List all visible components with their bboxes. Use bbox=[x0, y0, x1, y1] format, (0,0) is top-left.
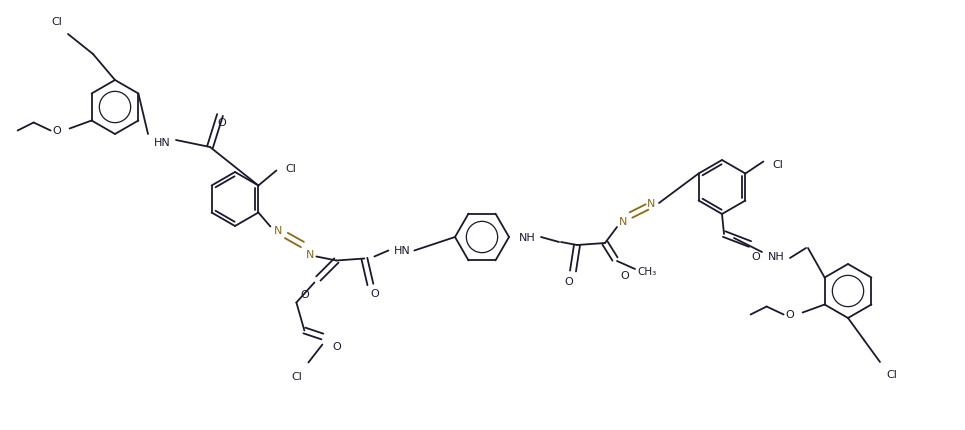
Text: O: O bbox=[52, 126, 61, 136]
Text: HN: HN bbox=[153, 138, 171, 147]
Text: CH₃: CH₃ bbox=[637, 266, 656, 276]
Text: NH: NH bbox=[767, 252, 785, 261]
Text: O: O bbox=[218, 118, 227, 128]
Text: Cl: Cl bbox=[290, 372, 302, 381]
Text: N: N bbox=[619, 216, 627, 227]
Text: N: N bbox=[647, 199, 655, 209]
Text: O: O bbox=[370, 289, 378, 299]
Text: Cl: Cl bbox=[285, 164, 296, 174]
Text: Cl: Cl bbox=[887, 369, 897, 379]
Text: O: O bbox=[300, 290, 309, 300]
Text: O: O bbox=[620, 270, 629, 280]
Text: Cl: Cl bbox=[772, 159, 783, 169]
Text: N: N bbox=[274, 226, 283, 236]
Text: O: O bbox=[565, 276, 573, 286]
Text: O: O bbox=[332, 342, 341, 352]
Text: HN: HN bbox=[394, 246, 411, 256]
Text: NH: NH bbox=[518, 233, 536, 243]
Text: O: O bbox=[786, 310, 794, 320]
Text: Cl: Cl bbox=[51, 17, 63, 27]
Text: N: N bbox=[306, 249, 315, 259]
Text: O: O bbox=[752, 252, 760, 261]
